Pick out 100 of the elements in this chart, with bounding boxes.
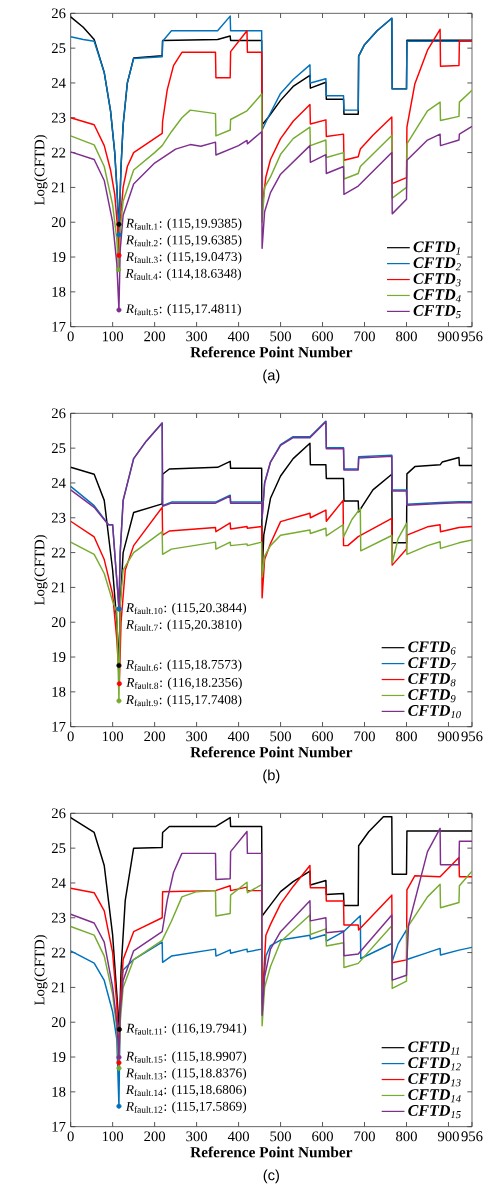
x-tick-label: 600 [312,331,333,342]
text: (a) [263,369,280,384]
legend-label: CFTD$_{5}$ [413,305,461,319]
annotation: R$_{fault.2}$: (115,19.6385) [125,235,242,248]
y-tick-label: 26 [51,8,66,19]
y-tick-label: 17 [52,721,66,732]
x-tick-label: 0 [67,331,74,342]
y-tick-label: 25 [51,443,66,454]
y-tick-label: 26 [51,408,66,419]
y-tick-label: 21 [51,982,66,993]
y-tick-label: 20 [51,1017,66,1028]
y-tick-label: 24 [51,878,66,888]
y-tick-label: 26 [51,808,66,819]
x-tick-label: 900 [437,731,459,742]
y-tick-label: 21 [51,582,66,593]
x-tick-label: 500 [270,731,292,742]
x-tick-label: 700 [354,331,375,342]
x-tick-label: 500 [270,331,292,342]
x-tick-label: 500 [270,1131,292,1142]
x-tick-label: 956 [461,731,483,742]
annotation: R$_{fault.6}$: (115,18.7573) [125,659,242,672]
y-tick-label: 23 [51,112,66,123]
legend-label: CFTD$_{13}$ [408,1073,461,1087]
y-tick-label: 17 [52,1121,66,1132]
x-tick-label: 400 [227,731,250,742]
x-tick-label: 0 [67,1131,74,1142]
y-tick-label: 20 [51,217,66,228]
x-tick-label: 100 [102,731,124,742]
y-axis-title: Log(CFTD) [34,935,48,1006]
y-tick-label: 17 [52,321,66,332]
x-tick-label: 600 [312,1131,333,1142]
y-tick-label: 19 [52,252,66,262]
annotation: R$_{fault.12}$: (115,17.5869) [125,1101,247,1114]
annotation: R$_{fault.3}$: (115,19.0473) [125,251,242,264]
y-tick-label: 22 [51,947,66,958]
x-tick-label: 800 [396,331,417,342]
x-tick-label: 300 [186,1131,208,1142]
x-tick-label: 200 [144,331,166,342]
text: (b) [263,769,280,784]
legend-label: CFTD$_{2}$ [413,257,461,271]
x-tick-label: 900 [437,331,459,342]
x-tick-label: 300 [186,731,208,742]
x-tick-label: 956 [461,1131,483,1142]
x-tick-label: 800 [396,1131,417,1142]
x-tick-label: 200 [144,731,166,742]
legend-label: CFTD$_{14}$ [408,1089,461,1103]
x-tick-label: 100 [102,331,124,342]
legend-label: CFTD$_{10}$ [408,705,461,719]
y-tick-label: 24 [51,478,66,488]
y-tick-label: 25 [51,843,66,854]
y-axis-title: Log(CFTD) [34,535,48,606]
annotation: R$_{fault.1}$: (115,19.9385) [125,218,242,231]
y-tick-label: 23 [51,912,66,923]
legend-label: CFTD$_{1}$ [413,241,460,255]
annotation: R$_{fault.15}$: (115,18.9907) [125,1051,247,1064]
x-tick-label: 956 [461,331,483,342]
y-tick-label: 21 [51,182,66,193]
legend-label: CFTD$_{12}$ [408,1057,461,1071]
y-tick-label: 18 [52,686,66,697]
y-tick-label: 22 [51,147,66,158]
legend-label: CFTD$_{6}$ [408,641,456,655]
legend-label: CFTD$_{15}$ [408,1105,461,1119]
y-axis-title: Log(CFTD) [34,135,48,206]
legend-label: CFTD$_{7}$ [408,657,457,671]
x-tick-label: 900 [437,1131,459,1142]
x-axis-title: Reference Point Number [190,746,353,758]
annotation: R$_{fault.11}$: (116,19.7941) [126,1023,247,1036]
annotation: R$_{fault.10}$: (115,20.3844) [125,602,247,615]
x-tick-label: 700 [354,1131,375,1142]
legend-label: CFTD$_{11}$ [408,1041,460,1055]
y-tick-label: 24 [51,78,66,88]
text: (c) [263,1169,279,1184]
y-tick-label: 22 [51,547,66,558]
y-tick-label: 23 [51,512,66,523]
y-tick-label: 19 [52,652,66,662]
y-tick-label: 18 [52,1086,66,1097]
x-axis-title: Reference Point Number [190,1146,353,1158]
annotation: R$_{fault.5}$: (115,17.4811) [125,303,241,316]
x-tick-label: 200 [144,1131,166,1142]
y-tick-label: 19 [52,1052,66,1062]
y-tick-label: 20 [51,617,66,628]
x-tick-label: 0 [67,731,74,742]
annotation: R$_{fault.9}$: (115,17.7408) [125,694,242,707]
legend-label: CFTD$_{3}$ [413,273,461,287]
annotation: R$_{fault.7}$: (115,20.3810) [125,619,242,632]
legend-label: CFTD$_{9}$ [408,689,456,703]
x-tick-label: 600 [312,731,333,742]
annotation: R$_{fault.14}$: (115,18.6806) [125,1084,247,1097]
legend-label: CFTD$_{8}$ [408,673,456,687]
annotation: R$_{fault.4}$: (114,18.6348) [125,268,241,281]
y-tick-label: 25 [51,43,66,54]
x-tick-label: 700 [354,731,375,742]
annotation: R$_{fault.8}$: (116,18.2356) [126,677,242,690]
annotation: R$_{fault.13}$: (115,18.8376) [125,1068,247,1081]
x-tick-label: 400 [227,1131,250,1142]
legend-label: CFTD$_{4}$ [413,289,461,303]
y-tick-label: 18 [52,286,66,297]
x-tick-label: 100 [102,1131,124,1142]
x-axis-title: Reference Point Number [190,346,353,358]
x-tick-label: 300 [186,331,208,342]
